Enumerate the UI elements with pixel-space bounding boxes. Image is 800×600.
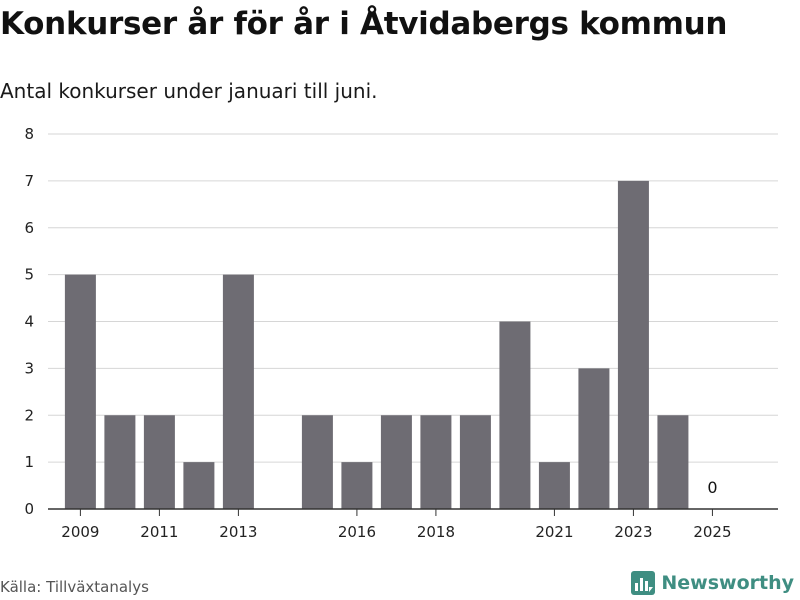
newsworthy-logo[interactable]: Newsworthy <box>631 568 794 598</box>
bar <box>657 415 689 509</box>
y-tick-label: 2 <box>24 406 34 424</box>
y-tick-label: 3 <box>24 359 34 377</box>
source-note: Källa: Tillväxtanalys <box>0 578 149 596</box>
y-tick-label: 1 <box>24 453 34 471</box>
y-tick-label: 4 <box>24 313 34 331</box>
x-tick-label: 2011 <box>140 523 178 541</box>
bar <box>183 462 215 509</box>
x-tick-label: 2016 <box>338 523 376 541</box>
x-tick-label: 2018 <box>417 523 455 541</box>
bar <box>617 180 649 509</box>
y-tick-label: 8 <box>24 125 34 143</box>
chart-subtitle: Antal konkurser under januari till juni. <box>0 79 378 103</box>
bar <box>420 415 452 509</box>
newsworthy-logo-icon <box>631 571 656 595</box>
brand-name: Newsworthy <box>661 572 794 594</box>
y-tick-label: 7 <box>24 172 34 190</box>
bar <box>341 462 373 509</box>
x-tick-label: 2023 <box>614 523 652 541</box>
y-tick-label: 5 <box>24 266 34 284</box>
x-tick-label: 2025 <box>693 523 731 541</box>
data-label: 0 <box>707 478 717 497</box>
bar <box>64 274 96 509</box>
y-tick-label: 0 <box>24 500 34 518</box>
bar <box>538 462 570 509</box>
x-tick-label: 2009 <box>61 523 99 541</box>
bar <box>499 321 531 509</box>
bar <box>104 415 136 509</box>
bar <box>222 274 254 509</box>
chart-title: Konkurser år för år i Åtvidabergs kommun <box>0 6 728 42</box>
y-tick-label: 6 <box>24 219 34 237</box>
bar <box>301 415 333 509</box>
bar <box>143 415 175 509</box>
bar <box>380 415 412 509</box>
x-tick-label: 2013 <box>219 523 257 541</box>
bar <box>578 368 610 509</box>
x-tick-label: 2021 <box>535 523 573 541</box>
bar <box>459 415 491 509</box>
